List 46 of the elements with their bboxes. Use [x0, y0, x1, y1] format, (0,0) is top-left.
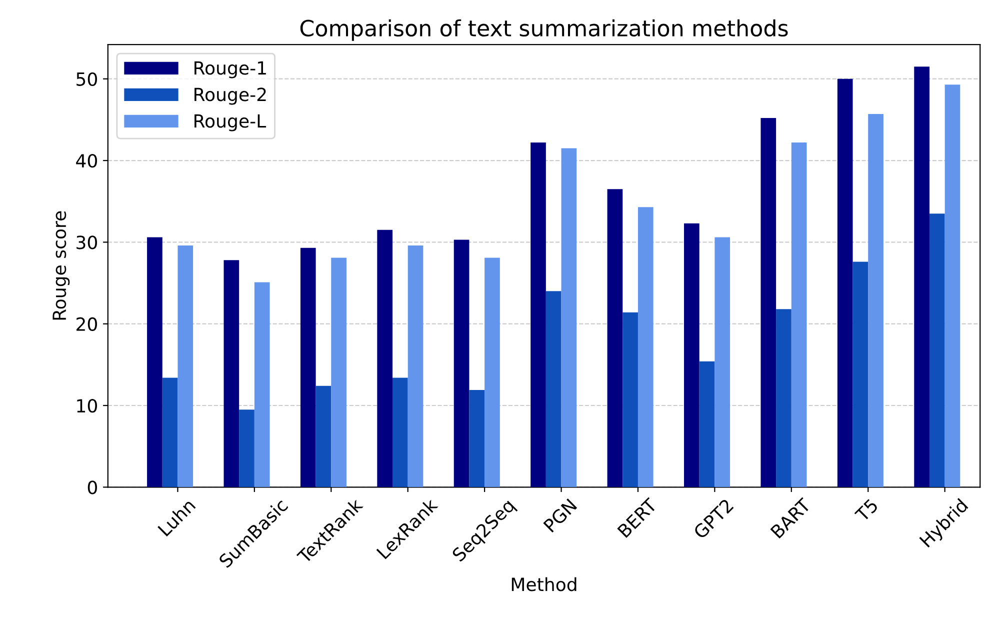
- x-tick-label: T5: [854, 498, 879, 523]
- x-axis-title: Method: [512, 577, 576, 592]
- y-tick-label: 50: [76, 72, 97, 86]
- bar: [760, 118, 776, 488]
- bar: [147, 237, 162, 488]
- bar: [316, 386, 332, 488]
- bar: [914, 66, 930, 488]
- bar: [607, 189, 623, 488]
- bar: [254, 282, 270, 488]
- bar: [699, 361, 715, 488]
- bar: [530, 142, 546, 488]
- y-tick-label: 0: [88, 480, 97, 494]
- y-tick-label: 30: [76, 236, 97, 250]
- bar: [791, 142, 807, 488]
- bar: [638, 207, 654, 488]
- y-tick-label: 20: [76, 317, 97, 331]
- bar: [408, 245, 424, 488]
- bar: [561, 148, 577, 488]
- y-tick-label: 10: [77, 398, 97, 413]
- bar: [546, 291, 562, 488]
- y-tick-label: 40: [76, 154, 97, 168]
- bar: [714, 237, 730, 488]
- bar: [852, 262, 868, 488]
- bar: [162, 378, 178, 488]
- legend-label: Rouge-L: [194, 114, 266, 132]
- legend-label: Rouge-2: [194, 88, 266, 105]
- bar: [469, 390, 485, 488]
- bar: [300, 248, 316, 488]
- bar: [178, 245, 194, 488]
- bar: [392, 378, 408, 488]
- bar: [331, 258, 346, 488]
- bar: [377, 230, 393, 488]
- legend-label: Rouge-1: [194, 61, 266, 78]
- bar: [484, 258, 500, 488]
- bar: [868, 114, 884, 488]
- bar: [622, 312, 638, 488]
- chart-title: Comparison of text summarization methods: [300, 19, 788, 41]
- bar: [239, 410, 254, 488]
- bar: [684, 223, 700, 488]
- bar: [944, 84, 960, 488]
- bar: [776, 309, 792, 488]
- bar: [929, 214, 945, 488]
- bar: [837, 78, 853, 488]
- y-axis-title: Rouge score: [52, 211, 70, 320]
- bar: [224, 260, 240, 488]
- bar: [454, 240, 470, 488]
